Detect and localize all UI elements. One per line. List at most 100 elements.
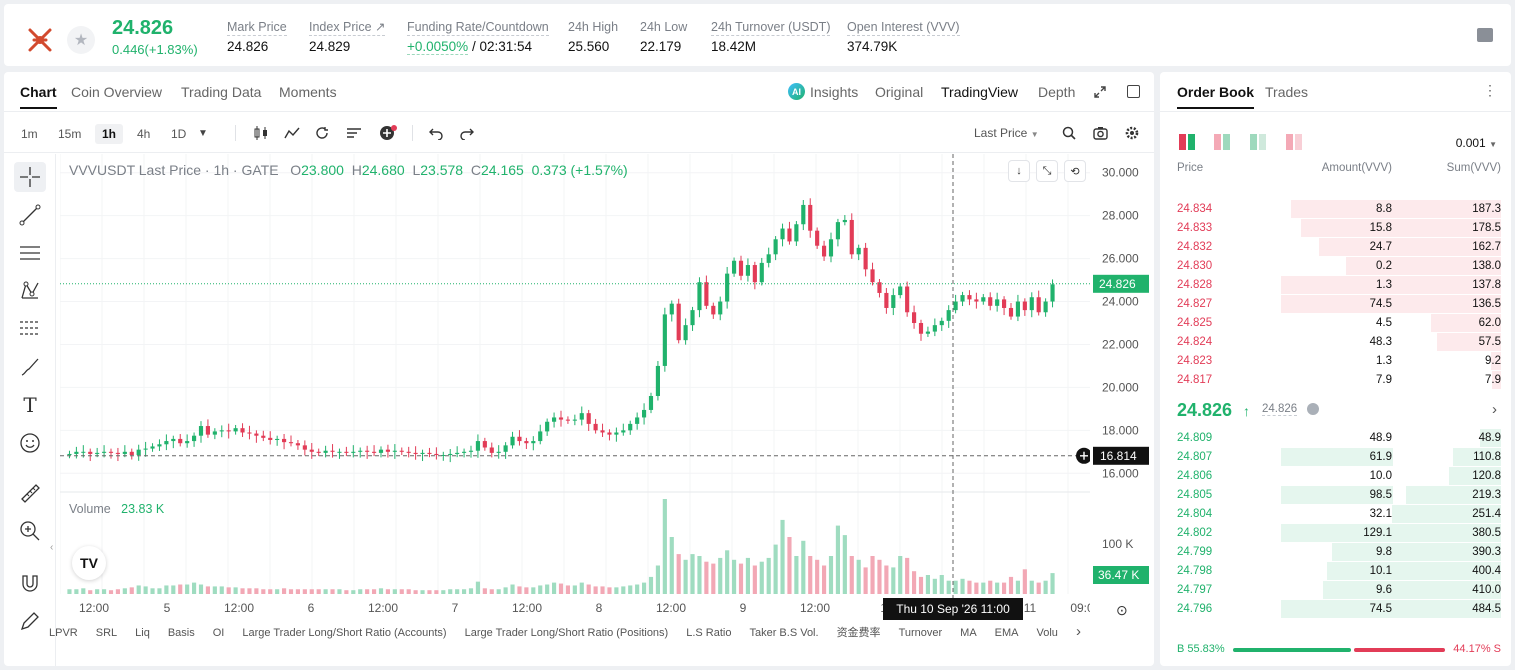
price-chart[interactable]: 12:00512:00612:00712:00812:00912:0010110… [60,154,1090,666]
crosshair-tool-icon[interactable] [14,162,46,192]
ask-row[interactable]: 24.825 4.5 62.0 [1160,314,1511,333]
replay-icon[interactable] [315,126,329,140]
indicator-2[interactable]: Liq [135,627,150,639]
more-options-icon[interactable]: ⋮ [1483,82,1497,98]
indicator-0[interactable]: LPVR [49,627,78,639]
indicators-icon[interactable] [284,126,300,140]
layout-sells-icon[interactable] [1286,134,1302,150]
book-icon[interactable] [1477,28,1493,42]
timeframe-1m[interactable]: 1m [21,127,38,141]
ask-row[interactable]: 24.833 15.8 178.5 [1160,219,1511,238]
add-alert-icon[interactable] [379,125,397,141]
stat-open-interest[interactable]: Open Interest (VVV) 374.79K [847,20,960,54]
candle-body [545,421,550,432]
collapse-toolbar-icon[interactable]: ‹ [50,542,54,553]
bid-row[interactable]: 24.807 61.9 110.8 [1160,448,1511,467]
stat-index-price[interactable]: Index Price ↗ 24.829 [309,20,386,54]
timeframe-1d[interactable]: 1D [171,127,187,141]
zoom-in-icon[interactable] [14,516,46,546]
indicator-4[interactable]: OI [212,627,225,639]
timeframe-dropdown-icon[interactable]: ▼ [198,128,208,139]
ask-sum: 162.7 [1472,241,1501,253]
bid-row[interactable]: 24.804 32.1 251.4 [1160,505,1511,524]
settings-gear-icon[interactable] [1125,126,1139,140]
tab-chart[interactable]: Chart [20,84,57,109]
bid-row[interactable]: 24.809 48.9 48.9 [1160,429,1511,448]
tab-order-book[interactable]: Order Book [1177,84,1255,109]
timeframe-15m[interactable]: 15m [58,127,82,141]
expand-icon[interactable] [1093,85,1107,99]
bid-row[interactable]: 24.798 10.1 400.4 [1160,562,1511,581]
favorite-star-icon[interactable]: ★ [67,26,95,54]
indicator-9[interactable]: 资金费率 [836,627,881,639]
tab-trades[interactable]: Trades [1265,84,1309,100]
view-depth[interactable]: Depth [1038,84,1076,100]
tab-moments[interactable]: Moments [279,84,337,100]
stat-mark-price[interactable]: Mark Price 24.826 [227,20,287,54]
scroll-down-icon[interactable]: ↓ [1008,160,1030,182]
text-tool-icon[interactable]: T [23,393,37,417]
ask-row[interactable]: 24.830 0.2 138.0 [1160,257,1511,276]
refresh-icon[interactable]: ⟲ [1064,160,1086,182]
emoji-tool-icon[interactable] [14,428,46,458]
ruler-tool-icon[interactable] [14,478,46,508]
ask-row[interactable]: 24.823 1.3 9.2 [1160,352,1511,371]
indicator-10[interactable]: Turnover [898,627,943,639]
ask-row[interactable]: 24.828 1.3 137.8 [1160,276,1511,295]
bid-row[interactable]: 24.802 129.1 380.5 [1160,524,1511,543]
candle-body [323,450,328,453]
fib-tool-icon[interactable] [14,314,46,344]
layout-both-icon[interactable] [1179,134,1195,150]
trend-line-tool-icon[interactable] [14,200,46,230]
volume-bar [690,554,695,594]
ask-row[interactable]: 24.827 74.5 136.5 [1160,295,1511,314]
chevron-right-icon[interactable]: › [1075,623,1081,640]
candle-type-icon[interactable] [253,126,269,140]
horizontal-lines-tool-icon[interactable] [14,238,46,268]
magnet-tool-icon[interactable] [14,568,46,598]
bid-row[interactable]: 24.797 9.6 410.0 [1160,581,1511,600]
brush-tool-icon[interactable] [14,352,46,382]
timeframe-4h[interactable]: 4h [137,127,151,141]
tab-coin-overview[interactable]: Coin Overview [71,84,163,100]
layout-asks-icon[interactable] [1250,134,1266,150]
indicator-12[interactable]: EMA [994,627,1019,639]
camera-icon[interactable] [1093,126,1108,140]
precision-select[interactable]: 0.001 ▼ [1455,136,1497,150]
pencil-lock-icon[interactable] [14,606,46,636]
bid-row[interactable]: 24.796 74.5 484.5 [1160,600,1511,619]
indicator-8[interactable]: Taker B.S Vol. [749,627,819,639]
redo-icon[interactable] [460,126,474,140]
view-tradingview[interactable]: TradingView [941,84,1019,100]
timeframe-1h[interactable]: 1h [95,124,124,144]
undo-icon[interactable] [429,126,443,140]
indicator-6[interactable]: Large Trader Long/Short Ratio (Positions… [464,627,669,639]
collapse-icon[interactable]: ⤡ [1036,160,1058,182]
ask-row[interactable]: 24.834 8.8 187.3 [1160,200,1511,219]
chevron-right-icon[interactable]: › [1492,401,1497,418]
indicator-3[interactable]: Basis [167,627,195,639]
price-source-select[interactable]: Last Price ▼ [974,126,1039,140]
tradingview-logo[interactable]: TV [72,546,106,580]
indicator-5[interactable]: Large Trader Long/Short Ratio (Accounts) [242,627,447,639]
indicator-1[interactable]: SRL [95,627,118,639]
ask-row[interactable]: 24.824 48.3 57.5 [1160,333,1511,352]
view-original[interactable]: Original [875,84,924,100]
indicator-7[interactable]: L.S Ratio [686,627,732,639]
bid-row[interactable]: 24.799 9.8 390.3 [1160,543,1511,562]
bid-row[interactable]: 24.806 10.0 120.8 [1160,467,1511,486]
view-insights[interactable]: Insights [810,84,859,100]
fullscreen-icon[interactable] [1127,85,1140,98]
layout-icon[interactable] [346,126,362,140]
chart-settings-icon[interactable]: ⊙ [1116,602,1128,618]
stat-funding-rate[interactable]: Funding Rate/Countdown +0.0050% / 02:31:… [407,20,549,55]
tab-trading-data[interactable]: Trading Data [181,84,262,100]
ask-row[interactable]: 24.817 7.9 7.9 [1160,371,1511,390]
bid-row[interactable]: 24.805 98.5 219.3 [1160,486,1511,505]
ask-row[interactable]: 24.832 24.7 162.7 [1160,238,1511,257]
indicator-13[interactable]: Volu [1036,627,1058,639]
layout-bids-icon[interactable] [1214,134,1230,150]
indicator-11[interactable]: MA [960,627,977,639]
pattern-tool-icon[interactable] [14,276,46,306]
search-icon[interactable] [1062,126,1076,140]
